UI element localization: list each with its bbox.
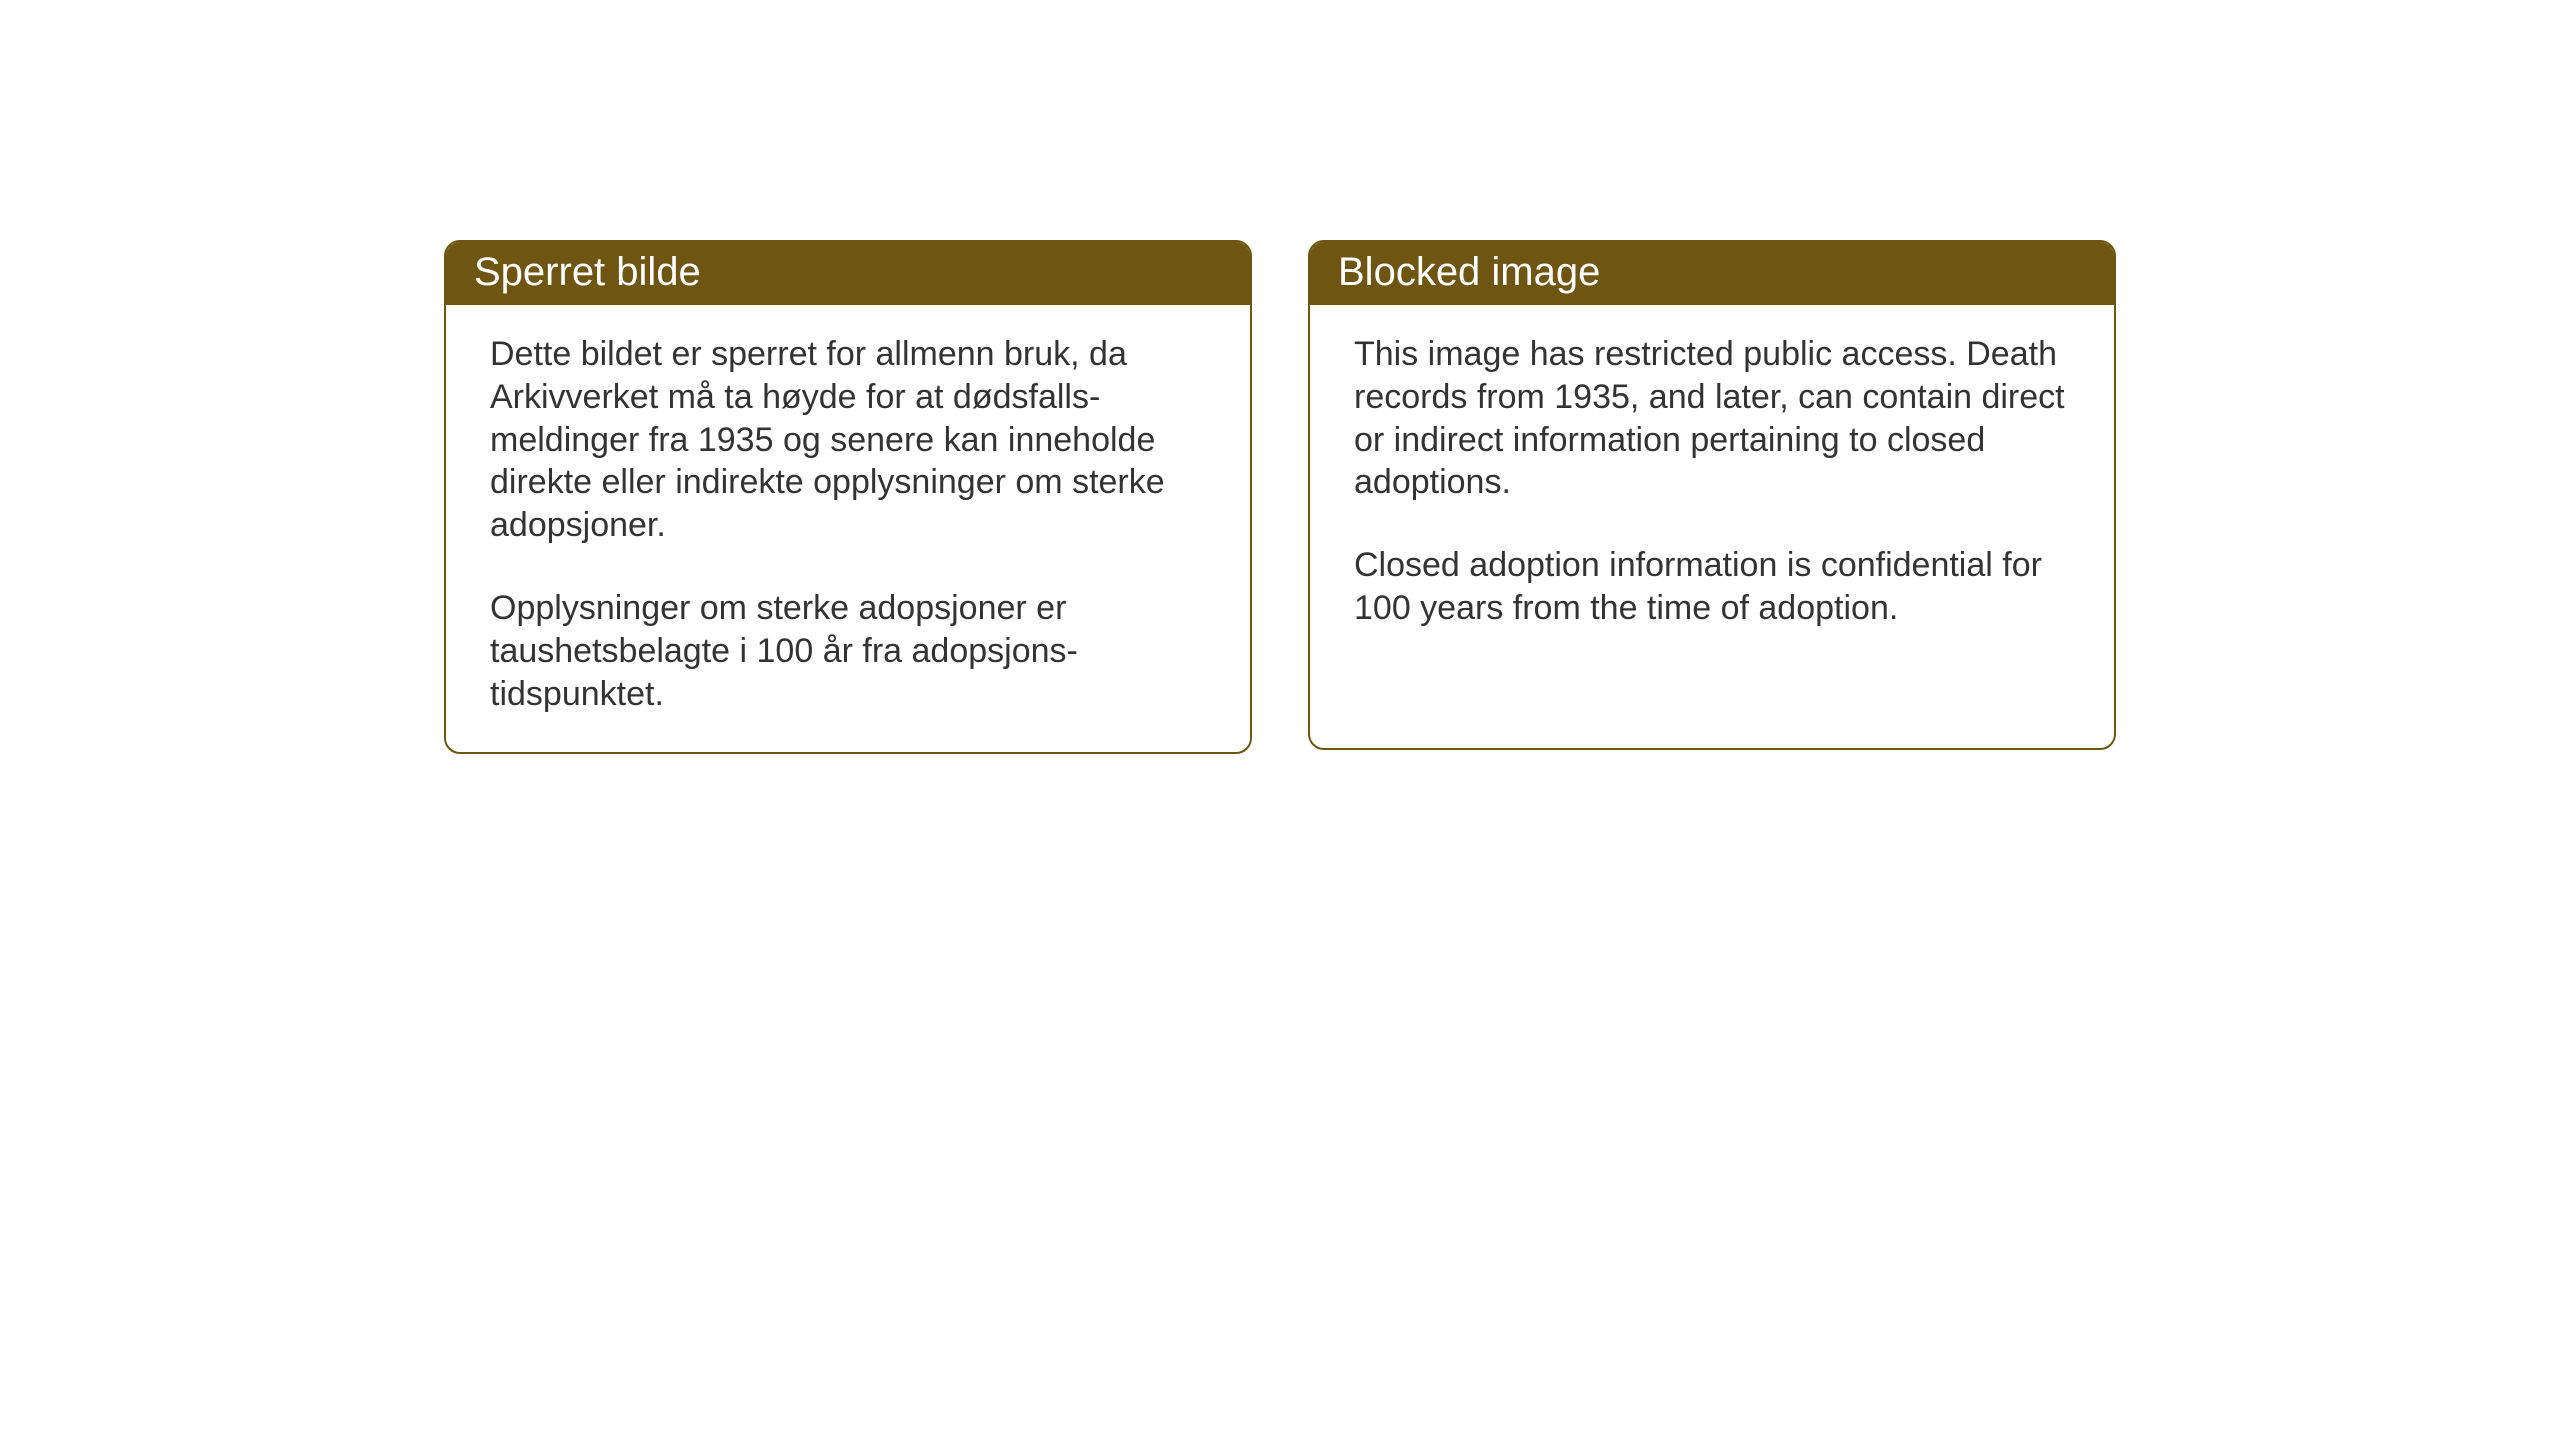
notice-paragraph2-english: Closed adoption information is confident… xyxy=(1354,544,2084,630)
notice-card-norwegian: Sperret bilde Dette bildet er sperret fo… xyxy=(444,240,1252,754)
notice-header-english: Blocked image xyxy=(1310,242,2114,305)
notice-body-norwegian: Dette bildet er sperret for allmenn bruk… xyxy=(446,305,1250,752)
notice-card-english: Blocked image This image has restricted … xyxy=(1308,240,2116,750)
notice-title-english: Blocked image xyxy=(1338,250,1600,294)
notice-title-norwegian: Sperret bilde xyxy=(474,250,701,294)
notice-header-norwegian: Sperret bilde xyxy=(446,242,1250,305)
notice-paragraph2-norwegian: Opplysninger om sterke adopsjoner er tau… xyxy=(490,587,1220,715)
notice-paragraph1-norwegian: Dette bildet er sperret for allmenn bruk… xyxy=(490,333,1220,547)
notice-body-english: This image has restricted public access.… xyxy=(1310,305,2114,666)
notice-paragraph1-english: This image has restricted public access.… xyxy=(1354,333,2084,504)
notice-container: Sperret bilde Dette bildet er sperret fo… xyxy=(444,240,2116,754)
